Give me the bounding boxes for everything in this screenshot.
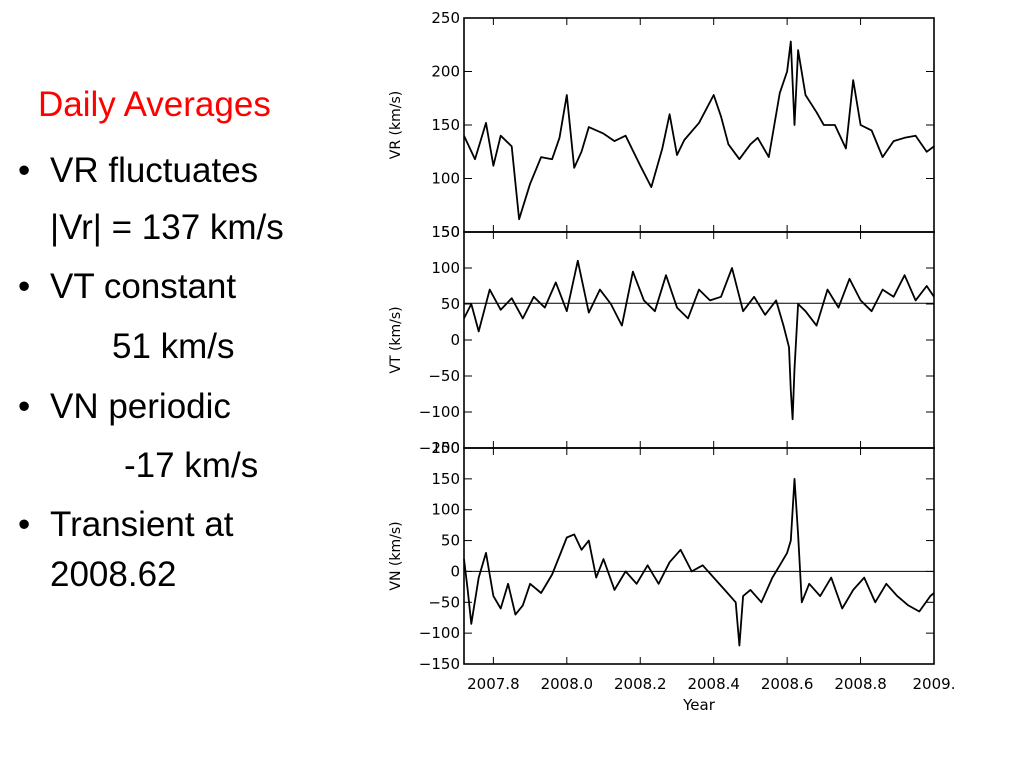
x-axis-label: Year — [682, 696, 716, 714]
y-tick-label: −100 — [419, 624, 460, 642]
series-line — [463, 40, 935, 221]
slide-text-panel: Daily Averages • VR fluctuates |Vr| = 13… — [0, 0, 380, 768]
slide-heading: Daily Averages — [38, 85, 271, 124]
y-tick-label: 200 — [431, 439, 460, 457]
series-line — [463, 477, 935, 647]
y-tick-label: −150 — [419, 439, 460, 457]
y-axis-label: VN (km/s) — [388, 521, 404, 590]
y-tick-label: 50 — [441, 223, 460, 241]
y-tick-label: 0 — [450, 562, 460, 580]
bullet-text: Transient at — [50, 505, 234, 544]
bullet-dot-icon: • — [18, 267, 31, 306]
y-axis-label: VT (km/s) — [388, 306, 404, 373]
series-line — [463, 259, 935, 421]
bullet-detail: 2008.62 — [50, 555, 177, 594]
x-tick-label: 2008.2 — [614, 675, 667, 693]
y-tick-label: 200 — [431, 63, 460, 81]
velocity-chart: 50 100 150 200 250 VR (km/s) −150 −100 −50 0 50 100… — [388, 9, 956, 714]
y-tick-label: 150 — [431, 116, 460, 134]
x-tick-label: 2008.0 — [541, 675, 594, 693]
y-tick-label: 150 — [431, 223, 460, 241]
bullet-dot-icon: • — [18, 387, 31, 426]
y-tick-label: −100 — [419, 403, 460, 421]
y-tick-label: 100 — [431, 501, 460, 519]
y-tick-label: 100 — [431, 259, 460, 277]
x-tick-label: 2009. — [913, 675, 956, 693]
y-tick-label: 250 — [431, 9, 460, 27]
x-tick-label: 2008.4 — [687, 675, 740, 693]
bullet-text: VN periodic — [50, 387, 231, 426]
bullet-detail: |Vr| = 137 km/s — [50, 208, 284, 247]
y-tick-label: 50 — [441, 295, 460, 313]
y-tick-label: 50 — [441, 532, 460, 550]
panel-frame — [463, 231, 935, 449]
y-tick-label: 150 — [431, 470, 460, 488]
y-tick-label: 0 — [450, 331, 460, 349]
y-tick-label: −150 — [419, 655, 460, 673]
y-axis-label: VR (km/s) — [388, 91, 404, 159]
bullet-detail: -17 km/s — [124, 446, 259, 485]
y-tick-label: −50 — [428, 367, 460, 385]
x-tick-label: 2008.6 — [761, 675, 814, 693]
bullet-text: VT constant — [50, 267, 237, 306]
bullet-text: VR fluctuates — [50, 151, 259, 190]
panel-frame — [463, 447, 935, 665]
x-tick-label: 2007.8 — [467, 675, 520, 693]
y-tick-label: 100 — [431, 170, 460, 188]
panel-frame — [463, 17, 935, 233]
bullet-dot-icon: • — [18, 505, 31, 544]
bullet-dot-icon: • — [18, 151, 31, 190]
bullet-detail: 51 km/s — [112, 327, 235, 366]
x-tick-label: 2008.8 — [834, 675, 887, 693]
y-tick-label: −50 — [428, 593, 460, 611]
